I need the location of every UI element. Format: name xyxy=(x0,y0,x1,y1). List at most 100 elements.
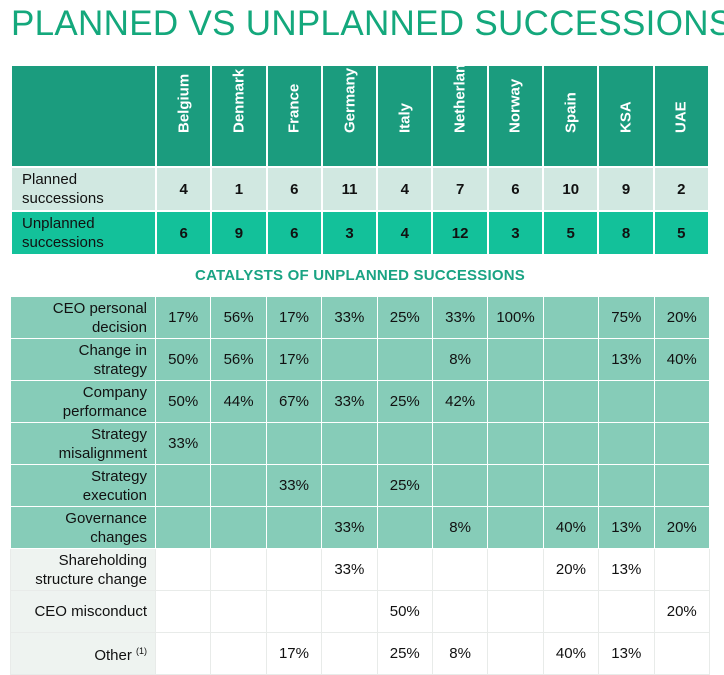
catalyst-value: 40% xyxy=(653,338,711,381)
catalyst-value xyxy=(321,632,378,675)
country-header: KSA xyxy=(597,64,655,168)
catalyst-value: 33% xyxy=(154,422,212,465)
catalyst-value xyxy=(653,548,711,591)
catalyst-value: 33% xyxy=(321,296,378,339)
planned-value: 6 xyxy=(486,166,545,212)
planned-value: 10 xyxy=(542,166,600,212)
country-header: Italy xyxy=(376,64,434,168)
catalyst-value xyxy=(653,632,711,675)
catalyst-value: 33% xyxy=(321,506,378,549)
catalyst-label: Shareholding structure change xyxy=(10,548,156,591)
catalyst-value xyxy=(431,422,489,465)
catalyst-value: 75% xyxy=(598,296,655,339)
catalyst-value: 40% xyxy=(542,632,600,675)
catalyst-value: 33% xyxy=(321,548,378,591)
catalyst-label: CEO misconduct xyxy=(10,590,156,633)
catalyst-value: 25% xyxy=(376,296,433,339)
catalyst-value: 13% xyxy=(598,632,655,675)
catalyst-value: 17% xyxy=(154,296,212,339)
country-header-row: Belgium Denmark France Germany Italy Net… xyxy=(10,46,711,168)
catalyst-value xyxy=(542,464,600,507)
catalyst-label: Change in strategy xyxy=(10,338,156,381)
catalyst-value: 42% xyxy=(431,380,489,423)
catalyst-value xyxy=(431,464,489,507)
catalyst-value xyxy=(653,464,711,507)
catalyst-value xyxy=(376,422,433,465)
planned-value: 7 xyxy=(431,166,489,212)
country-header: Germany xyxy=(320,64,379,168)
catalyst-value xyxy=(265,590,323,633)
successions-table: Belgium Denmark France Germany Italy Net… xyxy=(10,46,711,256)
catalyst-value: 13% xyxy=(598,506,655,549)
unplanned-value: 5 xyxy=(542,210,600,256)
catalyst-value xyxy=(265,548,323,591)
catalyst-value: 50% xyxy=(376,590,433,633)
catalyst-row: Strategy execution 33% 25% xyxy=(10,464,711,507)
catalyst-value xyxy=(598,590,655,633)
catalyst-value xyxy=(487,506,544,549)
catalyst-row: Other (1) 17% 25% 8% 40% 13% xyxy=(10,632,711,675)
footnote-marker: (1) xyxy=(136,646,147,656)
country-header: Belgium xyxy=(154,64,213,168)
catalyst-value: 20% xyxy=(542,548,600,591)
catalyst-value xyxy=(487,632,544,675)
catalyst-value xyxy=(154,548,212,591)
catalysts-table: CEO personal decision 17% 56% 17% 33% 25% 33% 10… xyxy=(10,296,711,675)
unplanned-value: 12 xyxy=(431,210,489,256)
catalyst-value xyxy=(542,422,600,465)
catalyst-value: 56% xyxy=(210,296,267,339)
header-corner xyxy=(10,64,157,168)
country-header: France xyxy=(265,64,323,168)
catalyst-value: 17% xyxy=(265,632,323,675)
catalyst-row: Change in strategy 50% 56% 17% 8% 13% 40% xyxy=(10,338,711,381)
planned-value: 4 xyxy=(376,166,434,212)
catalyst-value xyxy=(154,506,212,549)
catalyst-value: 17% xyxy=(265,338,323,381)
catalyst-value xyxy=(542,590,600,633)
catalyst-label: Strategy execution xyxy=(10,464,156,507)
catalyst-value: 17% xyxy=(265,296,323,339)
country-header: Spain xyxy=(542,64,600,168)
catalyst-value xyxy=(653,380,711,423)
catalyst-value xyxy=(542,296,600,339)
unplanned-value: 6 xyxy=(154,210,213,256)
catalyst-value: 50% xyxy=(154,380,212,423)
catalyst-value: 67% xyxy=(265,380,323,423)
row-label: Planned successions xyxy=(10,166,157,212)
planned-value: 4 xyxy=(154,166,213,212)
catalyst-value: 25% xyxy=(376,380,433,423)
planned-value: 9 xyxy=(597,166,655,212)
catalyst-value xyxy=(487,380,544,423)
unplanned-value: 3 xyxy=(486,210,545,256)
planned-value: 2 xyxy=(652,166,711,212)
catalyst-value xyxy=(321,590,378,633)
catalyst-label: CEO personal decision xyxy=(10,296,156,339)
catalyst-value: 33% xyxy=(431,296,489,339)
catalyst-value xyxy=(321,422,378,465)
row-label: Unplanned successions xyxy=(10,210,157,256)
catalyst-row: Strategy misalignment 33% xyxy=(10,422,711,465)
catalyst-label: Governance changes xyxy=(10,506,156,549)
catalyst-value: 20% xyxy=(653,506,711,549)
unplanned-value: 8 xyxy=(597,210,655,256)
catalyst-value: 20% xyxy=(653,590,711,633)
catalyst-value xyxy=(376,548,433,591)
catalyst-value xyxy=(598,464,655,507)
catalyst-value xyxy=(487,422,544,465)
catalyst-value xyxy=(210,548,267,591)
catalyst-value xyxy=(265,506,323,549)
catalyst-value xyxy=(542,380,600,423)
planned-value: 1 xyxy=(210,166,268,212)
catalyst-value: 56% xyxy=(210,338,267,381)
catalyst-value xyxy=(487,548,544,591)
catalyst-label: Company performance xyxy=(10,380,156,423)
unplanned-successions-row: Unplanned successions 6 9 6 3 4 12 3 5 8… xyxy=(10,210,711,256)
catalyst-row: Company performance 50% 44% 67% 33% 25% 42% xyxy=(10,380,711,423)
catalysts-title: CATALYSTS OF UNPLANNED SUCCESSIONS xyxy=(195,267,525,284)
catalyst-value: 100% xyxy=(487,296,544,339)
catalyst-value xyxy=(210,590,267,633)
catalyst-row: Shareholding structure change 33% 20% 13% xyxy=(10,548,711,591)
country-header: UAE xyxy=(652,64,711,168)
catalyst-value xyxy=(210,506,267,549)
catalyst-value: 33% xyxy=(265,464,323,507)
